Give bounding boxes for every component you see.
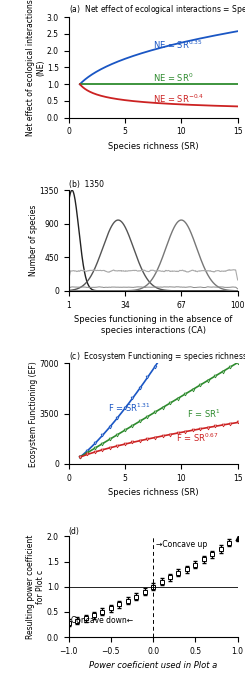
Y-axis label: Ecosystem Functioning (EF): Ecosystem Functioning (EF) <box>29 361 38 466</box>
Text: F = SR$^{\mathregular{0.67}}$: F = SR$^{\mathregular{0.67}}$ <box>176 432 219 445</box>
Y-axis label: Net effect of ecological interactions
(NE): Net effect of ecological interactions (N… <box>26 0 45 136</box>
X-axis label: Species functioning in the absence of
species interactions (CA): Species functioning in the absence of sp… <box>74 315 232 334</box>
X-axis label: Species richness (SR): Species richness (SR) <box>108 488 198 497</box>
X-axis label: Species richness (SR): Species richness (SR) <box>108 142 198 151</box>
Text: NE = SR$^{\mathregular{0.35}}$: NE = SR$^{\mathregular{0.35}}$ <box>153 38 203 51</box>
Y-axis label: Number of species: Number of species <box>29 205 38 276</box>
Text: →Concave up: →Concave up <box>156 540 207 549</box>
Text: (c)  Ecosystem Functioning = species richness$^{a}$: (c) Ecosystem Functioning = species rich… <box>69 350 245 363</box>
Text: (d): (d) <box>69 527 79 536</box>
X-axis label: Power coeficient used in Plot a: Power coeficient used in Plot a <box>89 661 217 671</box>
Text: (a)  Net effect of ecological interactions = Species richness$^{d–c}$: (a) Net effect of ecological interaction… <box>69 3 245 17</box>
Text: NE = SR$^{\mathregular{0}}$: NE = SR$^{\mathregular{0}}$ <box>153 71 194 84</box>
Text: F = SR$^{\mathregular{1.31}}$: F = SR$^{\mathregular{1.31}}$ <box>108 402 151 414</box>
Text: F = SR$^{\mathregular{1}}$: F = SR$^{\mathregular{1}}$ <box>187 408 220 420</box>
Text: Concave down←: Concave down← <box>71 616 133 625</box>
Text: NE = SR$^{\mathregular{−0.4}}$: NE = SR$^{\mathregular{−0.4}}$ <box>153 93 204 105</box>
Text: (b)  1350: (b) 1350 <box>69 180 104 190</box>
Y-axis label: Resulting power coefficient
for Plot c: Resulting power coefficient for Plot c <box>26 534 45 639</box>
